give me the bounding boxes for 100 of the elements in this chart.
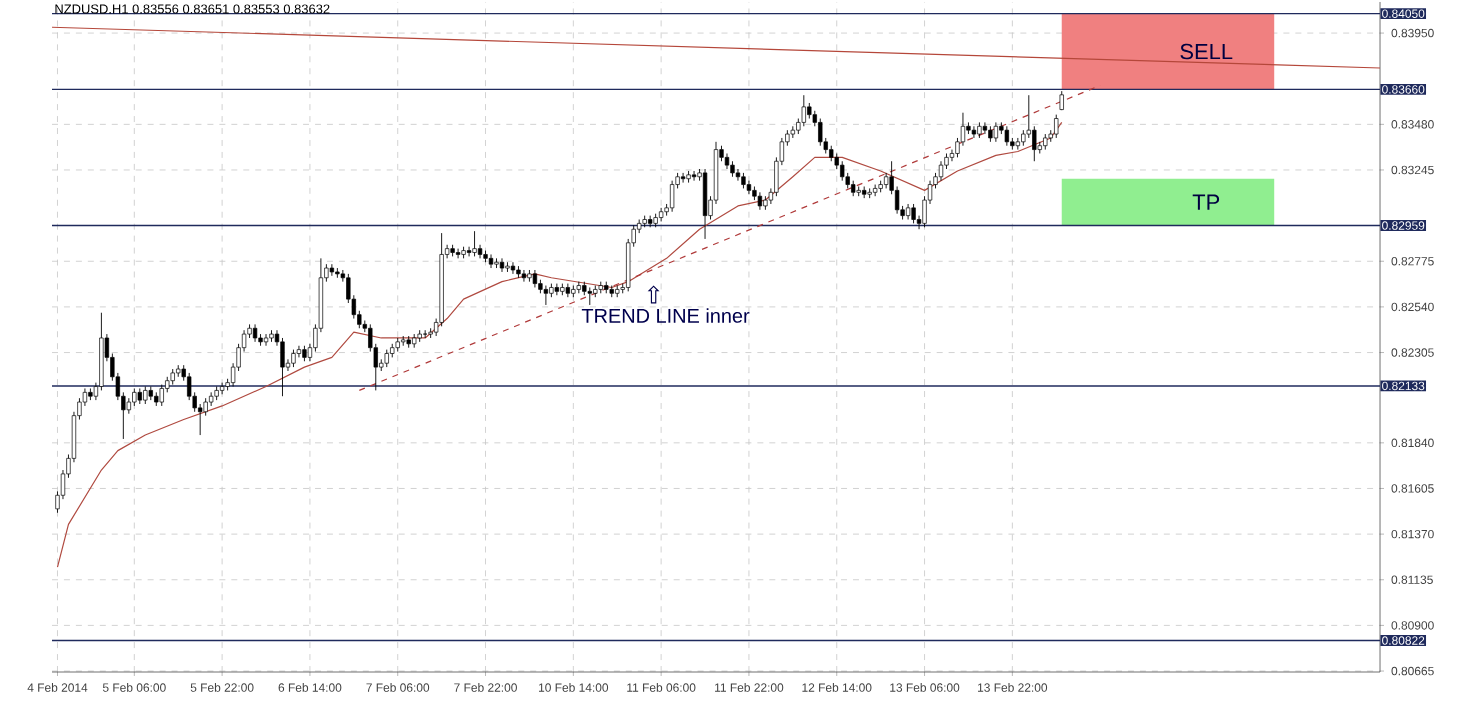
candlestick xyxy=(966,121,971,135)
candlestick xyxy=(691,170,697,182)
candlestick xyxy=(571,285,576,298)
candlestick xyxy=(977,121,982,139)
candlestick xyxy=(938,160,944,182)
candlestick xyxy=(680,172,686,184)
candlestick xyxy=(417,329,422,343)
candlestick xyxy=(982,121,988,135)
candlestick xyxy=(252,323,258,343)
candlestick xyxy=(406,335,411,349)
candlestick xyxy=(615,285,620,298)
candlestick xyxy=(862,186,867,199)
candlestick xyxy=(148,386,153,401)
candlestick xyxy=(686,170,691,184)
candlestick xyxy=(1043,133,1048,151)
candlestick xyxy=(461,246,466,259)
annotation: TREND LINE inner xyxy=(581,308,750,323)
candlestick xyxy=(565,283,570,298)
candlestick xyxy=(527,269,532,283)
candlestick xyxy=(1054,114,1059,139)
candlestick xyxy=(543,285,549,306)
candlestick xyxy=(609,285,614,298)
candlestick xyxy=(269,329,274,343)
candlestick xyxy=(499,257,505,273)
candlestick xyxy=(401,335,406,347)
candlestick xyxy=(154,391,159,407)
candlestick xyxy=(642,215,647,228)
candlestick xyxy=(598,281,603,294)
candlestick xyxy=(412,333,417,349)
candlestick xyxy=(988,125,993,143)
candlestick xyxy=(724,153,730,170)
candlestick xyxy=(807,102,812,119)
candlestick xyxy=(878,180,883,193)
candlestick xyxy=(746,180,752,195)
candlestick xyxy=(735,168,741,182)
candlestick xyxy=(423,329,428,339)
candlestick xyxy=(532,269,538,288)
candlestick xyxy=(176,364,181,378)
candlestick xyxy=(219,382,225,395)
candlestick xyxy=(302,345,307,362)
candlestick xyxy=(263,333,269,347)
candlestick xyxy=(472,230,477,257)
candlestick xyxy=(1004,125,1010,147)
candlestick xyxy=(384,349,389,368)
candlestick xyxy=(801,94,806,127)
candlestick xyxy=(132,388,137,407)
candlestick xyxy=(730,160,735,178)
candlestick xyxy=(428,327,433,339)
candlestick xyxy=(702,168,708,240)
candlestick xyxy=(483,250,488,263)
candlestick xyxy=(494,257,499,269)
candlestick xyxy=(576,281,581,294)
candlestick xyxy=(329,263,335,277)
candlestick xyxy=(840,160,845,182)
candlestick xyxy=(516,265,521,279)
candlestick xyxy=(214,386,219,401)
candlestick xyxy=(993,121,999,143)
candlestick xyxy=(647,215,653,228)
candlestick xyxy=(1015,137,1020,151)
candlestick xyxy=(291,349,296,368)
line-series xyxy=(56,121,1063,568)
candlestick xyxy=(280,337,285,397)
candlestick xyxy=(88,388,93,401)
candlestick xyxy=(549,283,554,298)
candlestick xyxy=(818,118,823,147)
candlestick xyxy=(143,386,148,405)
candlestick xyxy=(653,213,658,228)
candlestick xyxy=(971,125,977,139)
candlestick xyxy=(510,261,516,275)
candlestick xyxy=(851,180,856,197)
candlestick xyxy=(872,184,878,197)
candlestick xyxy=(159,384,164,407)
candlestick xyxy=(170,368,175,386)
candlestick xyxy=(757,191,763,211)
candlestick xyxy=(604,281,609,294)
candlestick xyxy=(554,283,560,296)
band-label: TP xyxy=(1192,194,1220,210)
candlestick xyxy=(856,186,861,197)
band-label: SELL xyxy=(1180,43,1233,60)
candlestick xyxy=(395,337,400,353)
candlestick xyxy=(505,261,510,273)
candlestick xyxy=(911,203,916,224)
candlestick xyxy=(587,287,592,306)
candlestick xyxy=(521,269,527,283)
candlestick xyxy=(790,125,795,139)
candlestick xyxy=(741,172,746,189)
candlestick xyxy=(593,285,598,298)
candlestick xyxy=(488,254,494,269)
candlestick xyxy=(560,283,565,296)
candlestick xyxy=(137,388,142,405)
candlestick xyxy=(335,267,340,279)
candlestick xyxy=(763,195,768,211)
candlestick xyxy=(450,244,455,257)
annotation: ⇧ xyxy=(647,285,660,304)
candlestick xyxy=(829,145,834,162)
candlestick xyxy=(658,207,664,222)
candlestick xyxy=(905,203,911,220)
candlestick xyxy=(867,187,872,199)
candlestick xyxy=(1059,90,1064,110)
candlestick xyxy=(669,180,675,213)
